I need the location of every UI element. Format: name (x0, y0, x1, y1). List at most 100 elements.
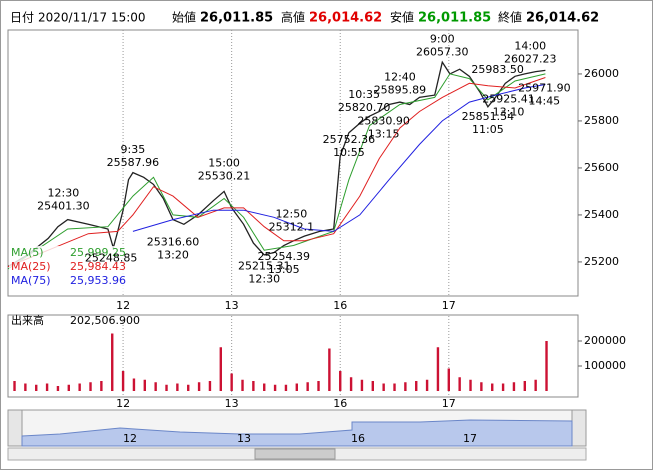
volume-bar (187, 384, 190, 391)
date-label: 日付 (10, 11, 34, 25)
high-value: 26,014.62 (309, 11, 382, 26)
volume-bar (121, 371, 125, 391)
volume-bar (111, 333, 114, 391)
price-annotation: 12:30 (248, 272, 280, 285)
x-tick-label: 13 (225, 299, 239, 312)
y-tick-label: 100000 (584, 359, 626, 372)
x-tick-label: 16 (333, 397, 347, 410)
open-label: 始値 (172, 10, 196, 25)
volume-bar (176, 383, 179, 391)
volume-bar (35, 384, 38, 391)
price-line (7, 60, 546, 268)
volume-bar (545, 341, 548, 391)
volume-bar (480, 382, 483, 391)
close-label: 終値 (498, 10, 522, 25)
volume-bar (154, 382, 157, 391)
price-annotation: 25401.30 (37, 200, 90, 213)
legend-value: 25,984.43 (70, 260, 126, 273)
volume-bar (45, 383, 49, 391)
volume-bar (56, 386, 60, 391)
volume-bar (67, 384, 70, 391)
volume-bar (458, 377, 461, 391)
volume-bar (165, 384, 168, 391)
price-annotation: 26027.23 (504, 53, 557, 66)
legend-name: MA(5) (11, 246, 44, 259)
open-value: 26,011.85 (200, 11, 273, 26)
price-annotation: 13:10 (493, 105, 525, 118)
price-annotation: 25752.36 (323, 133, 376, 146)
volume-total: 202,506.900 (70, 314, 140, 327)
volume-bar (404, 382, 407, 391)
price-annotation: 25254.39 (258, 250, 311, 263)
y-tick-label: 25400 (584, 208, 619, 221)
price-annotation: 11:05 (472, 123, 504, 136)
volume-bar (360, 379, 364, 391)
volume-bar (241, 379, 244, 391)
close-value: 26,014.62 (526, 11, 599, 26)
legend-value: 25,953.96 (70, 274, 126, 287)
nav-label: 16 (351, 432, 365, 445)
volume-bar (393, 383, 396, 391)
price-annotation: 25851.54 (462, 110, 515, 123)
volume-bar (197, 382, 201, 391)
price-panel (7, 29, 579, 297)
volume-bar (295, 383, 298, 391)
volume-bar (339, 371, 342, 391)
nav-right-button[interactable] (571, 409, 587, 447)
volume-bar (219, 347, 222, 391)
volume-bar (252, 381, 255, 391)
price-annotation: 26057.30 (416, 45, 469, 58)
volume-bar (100, 381, 103, 391)
volume-bar (415, 381, 418, 391)
price-annotation: 25587.96 (107, 156, 160, 169)
ma-line (132, 84, 546, 232)
volume-bar (349, 377, 353, 391)
volume-bar (328, 348, 331, 391)
x-tick-label: 17 (442, 397, 456, 410)
price-annotation: 13:05 (268, 263, 300, 276)
volume-bar (523, 381, 526, 391)
volume-panel (7, 314, 579, 398)
price-annotation: 25215.31 (238, 259, 291, 272)
volume-bar (78, 383, 81, 391)
price-annotation: 14:45 (528, 95, 560, 108)
volume-bar (469, 379, 472, 391)
price-annotation: 14:00 (514, 40, 546, 53)
volume-bar (436, 347, 440, 391)
price-annotation: 25316.60 (147, 236, 200, 249)
volume-bar (143, 379, 146, 391)
price-annotation: 25895.89 (374, 83, 427, 96)
price-annotation: 25820.70 (338, 101, 391, 114)
price-annotation: 9:35 (121, 143, 146, 156)
price-annotation: 12:50 (276, 208, 308, 221)
nav-label: 13 (237, 432, 251, 445)
legend-name: MA(25) (11, 260, 51, 273)
y-tick-label: 25200 (584, 255, 619, 268)
price-annotation: 25312.1 (269, 221, 315, 234)
price-annotation: 9:00 (430, 32, 455, 45)
nav-left-button[interactable] (7, 409, 23, 447)
volume-bar (132, 378, 136, 391)
volume-bar (447, 368, 450, 391)
x-tick-label: 13 (225, 397, 239, 410)
volume-bar (263, 383, 266, 391)
high-label: 高値 (281, 10, 305, 25)
nav-label: 17 (463, 432, 477, 445)
price-annotation: 25983.50 (471, 63, 524, 76)
x-tick-label: 12 (116, 299, 130, 312)
nav-overview (21, 419, 573, 447)
scroll-thumb[interactable] (254, 448, 336, 460)
price-annotation: 10:35 (348, 88, 380, 101)
volume-bar (317, 381, 320, 391)
date-value: 2020/11/17 15:00 (38, 11, 146, 25)
volume-bar (371, 381, 374, 391)
volume-bar (24, 383, 27, 391)
ma-line (7, 77, 546, 268)
price-annotation: 13:20 (157, 249, 189, 262)
price-annotation: 10:55 (333, 146, 365, 159)
volume-bar (306, 382, 309, 391)
volume-bar (89, 382, 92, 391)
price-annotation: 12:30 (48, 187, 80, 200)
